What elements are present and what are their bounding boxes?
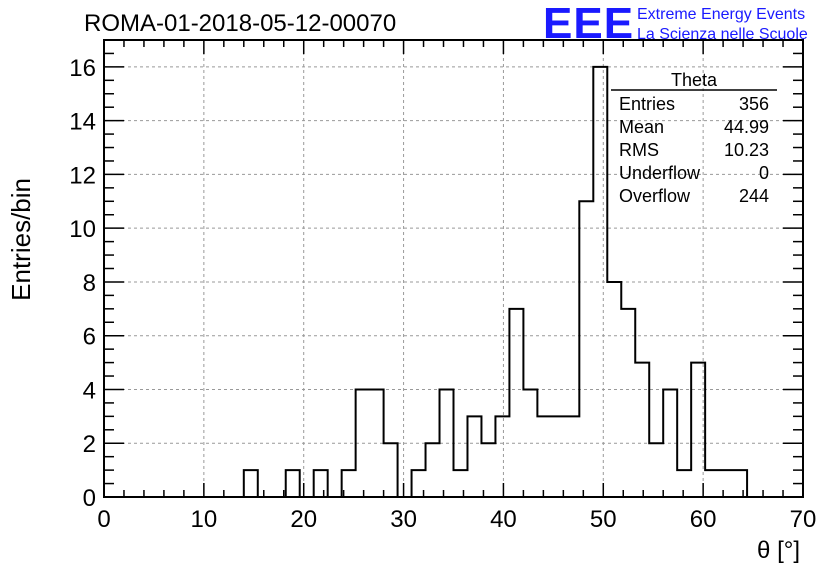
y-tick-label: 6 bbox=[83, 324, 96, 351]
histogram-bin bbox=[551, 416, 565, 497]
stats-label: Underflow bbox=[619, 163, 701, 183]
tick-labels: 0 10 20 30 40 50 60 70 0 2 4 6 8 10 12 14 16 bbox=[69, 55, 816, 533]
histogram-bin bbox=[481, 443, 495, 497]
plot-title: ROMA-01-2018-05-12-00070 bbox=[84, 10, 397, 37]
histogram-bin bbox=[593, 67, 607, 497]
histogram-bin bbox=[649, 443, 663, 497]
stats-value: 0 bbox=[759, 163, 769, 183]
histogram-bin bbox=[621, 309, 635, 497]
y-axis-label: Entries/bin bbox=[6, 178, 36, 301]
logo-line-1: Extreme Energy Events bbox=[637, 6, 806, 23]
stats-label: RMS bbox=[619, 140, 659, 160]
logo-line-2: La Scienza nelle Scuole bbox=[637, 26, 808, 43]
x-tick-label: 60 bbox=[690, 506, 717, 533]
histogram-bin bbox=[509, 309, 523, 497]
stats-value: 44.99 bbox=[724, 117, 769, 137]
histogram-bin bbox=[537, 416, 551, 497]
x-tick-label: 70 bbox=[790, 506, 817, 533]
stats-title: Theta bbox=[671, 70, 718, 90]
x-tick-label: 30 bbox=[390, 506, 417, 533]
stats-box: Theta Entries 356 Mean 44.99 RMS 10.23 Underflo… bbox=[611, 70, 777, 206]
histogram-bin bbox=[495, 416, 509, 497]
y-tick-label: 0 bbox=[83, 485, 96, 512]
axis-ticks bbox=[103, 39, 804, 498]
stats-label: Overflow bbox=[619, 186, 691, 206]
histogram-bin bbox=[635, 363, 649, 497]
histogram-bin bbox=[705, 470, 719, 497]
histogram-bin bbox=[286, 470, 300, 497]
x-tick-label: 0 bbox=[97, 506, 110, 533]
y-tick-label: 8 bbox=[83, 270, 96, 297]
y-tick-label: 16 bbox=[69, 55, 96, 82]
stats-label: Entries bbox=[619, 94, 675, 114]
stats-value: 244 bbox=[739, 186, 769, 206]
y-tick-label: 12 bbox=[69, 162, 96, 189]
histogram-bin bbox=[384, 443, 398, 497]
histogram-bin bbox=[467, 416, 481, 497]
histogram-bin bbox=[244, 470, 258, 497]
histogram-bin bbox=[565, 416, 579, 497]
stats-label: Mean bbox=[619, 117, 664, 137]
histogram-bin bbox=[426, 443, 440, 497]
y-tick-label: 2 bbox=[83, 431, 96, 458]
histogram-bin bbox=[719, 470, 733, 497]
histogram-bin bbox=[454, 470, 468, 497]
y-tick-label: 14 bbox=[69, 109, 96, 136]
x-tick-label: 20 bbox=[290, 506, 317, 533]
y-tick-label: 4 bbox=[83, 377, 96, 404]
stats-value: 356 bbox=[739, 94, 769, 114]
histogram-bin bbox=[579, 201, 593, 497]
y-tick-label: 10 bbox=[69, 216, 96, 243]
stats-value: 10.23 bbox=[724, 140, 769, 160]
x-tick-label: 50 bbox=[590, 506, 617, 533]
histogram-bin bbox=[314, 470, 328, 497]
histogram-bin bbox=[677, 470, 691, 497]
x-tick-label: 10 bbox=[191, 506, 218, 533]
x-tick-label: 40 bbox=[490, 506, 517, 533]
x-axis-label: θ [°] bbox=[757, 537, 800, 564]
histogram-bin bbox=[733, 470, 747, 497]
